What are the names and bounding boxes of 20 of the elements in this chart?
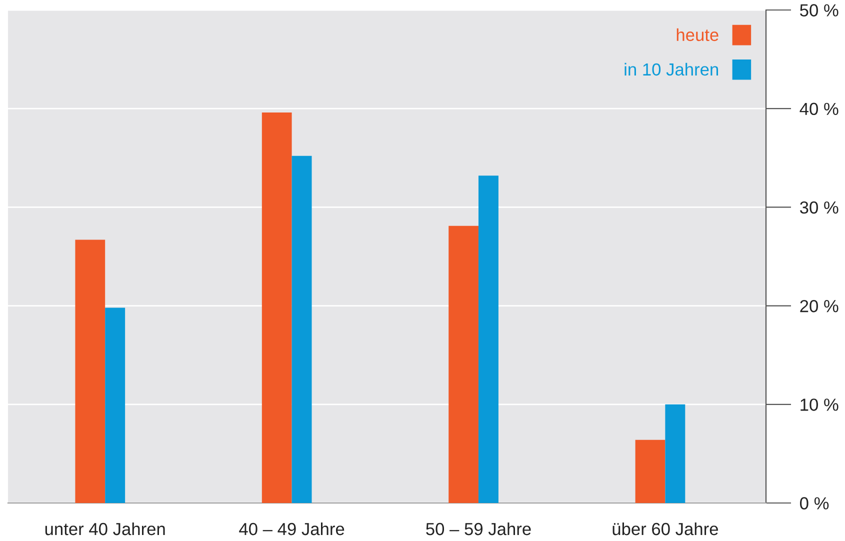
x-tick-label: über 60 Jahre [612, 522, 718, 536]
y-tick-label: 10 % [800, 398, 838, 411]
bar [292, 156, 312, 503]
bar [105, 308, 126, 503]
x-tick-label: 40 – 49 Jahre [239, 522, 344, 536]
y-tick-label: 20 % [800, 300, 838, 312]
bar [478, 176, 498, 503]
legend-label: heute [676, 28, 718, 42]
x-tick-label: unter 40 Jahren [45, 522, 165, 536]
bar [448, 226, 478, 503]
bar [665, 404, 686, 503]
bar [262, 112, 292, 503]
legend-label: in 10 Jahren [624, 62, 718, 76]
y-tick-label: 0 % [800, 497, 829, 510]
bar [635, 440, 666, 503]
y-tick-label: 50 % [800, 4, 838, 16]
x-tick-label: 50 – 59 Jahre [426, 522, 531, 536]
y-tick-label: 30 % [800, 201, 838, 214]
bar [75, 240, 106, 503]
y-tick-label: 40 % [800, 102, 838, 116]
